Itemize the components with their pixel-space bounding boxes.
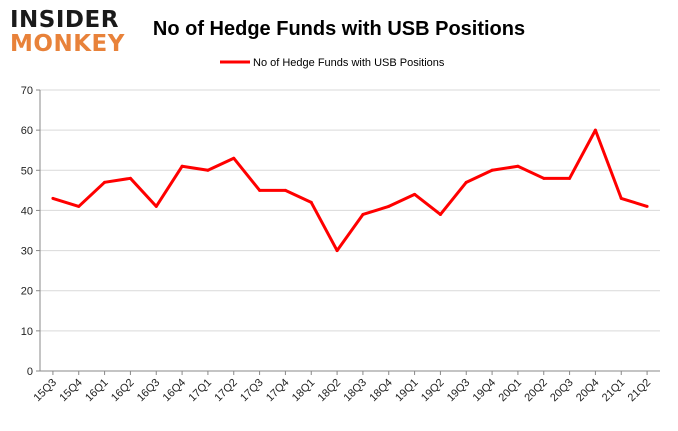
data-point — [387, 204, 391, 208]
data-point — [438, 212, 442, 216]
legend-label: No of Hedge Funds with USB Positions — [253, 57, 445, 69]
logo-line-2: MONKEY — [10, 31, 125, 57]
data-point — [180, 164, 184, 168]
chart-title: No of Hedge Funds with USB Positions — [153, 18, 525, 40]
x-tick-label: 16Q3 — [135, 377, 163, 405]
data-point — [568, 176, 572, 180]
data-point — [542, 176, 546, 180]
x-tick-label: 19Q1 — [393, 377, 421, 405]
x-tick-label: 17Q3 — [238, 377, 266, 405]
logo: INSIDER MONKEY — [10, 7, 125, 57]
x-tick-label: 18Q1 — [290, 377, 318, 405]
data-point — [361, 212, 365, 216]
x-axis-ticks: 15Q315Q416Q116Q216Q316Q417Q117Q217Q317Q4… — [32, 371, 654, 405]
data-point — [128, 176, 132, 180]
data-point — [645, 204, 649, 208]
y-tick-label: 10 — [21, 326, 33, 338]
data-point — [309, 200, 313, 204]
x-tick-label: 19Q2 — [419, 377, 447, 405]
series-line — [51, 128, 649, 253]
series-polyline — [52, 128, 648, 253]
data-point — [413, 192, 417, 196]
y-tick-label: 40 — [21, 205, 33, 217]
logo-line-1: INSIDER — [10, 7, 119, 33]
data-point — [516, 164, 520, 168]
x-tick-label: 20Q4 — [574, 377, 602, 405]
x-tick-label: 17Q1 — [187, 377, 215, 405]
x-tick-label: 16Q4 — [161, 377, 189, 405]
x-tick-label: 16Q2 — [109, 377, 137, 405]
x-tick-label: 17Q2 — [212, 377, 240, 405]
data-point — [619, 196, 623, 200]
data-point — [206, 168, 210, 172]
x-tick-label: 17Q4 — [264, 377, 292, 405]
x-tick-label: 15Q4 — [57, 377, 85, 405]
x-tick-label: 18Q3 — [342, 377, 370, 405]
y-tick-label: 20 — [21, 286, 33, 298]
y-tick-label: 70 — [21, 85, 33, 97]
data-point — [154, 204, 158, 208]
y-tick-label: 30 — [21, 246, 33, 258]
data-point — [51, 196, 55, 200]
data-point — [77, 204, 81, 208]
x-tick-label: 15Q3 — [32, 377, 60, 405]
y-tick-label: 50 — [21, 165, 33, 177]
data-point — [283, 188, 287, 192]
data-point — [490, 168, 494, 172]
data-point — [464, 180, 468, 184]
x-tick-label: 16Q1 — [83, 377, 111, 405]
y-tick-label: 60 — [21, 125, 33, 137]
x-tick-label: 18Q4 — [367, 377, 395, 405]
y-axis-ticks: 0 10 20 30 40 50 60 70 — [21, 85, 40, 378]
x-tick-label: 21Q2 — [626, 377, 654, 405]
legend: No of Hedge Funds with USB Positions — [220, 57, 445, 69]
data-point — [335, 249, 339, 253]
data-point — [232, 156, 236, 160]
y-tick-label: 0 — [27, 366, 33, 378]
x-tick-label: 20Q3 — [548, 377, 576, 405]
x-tick-label: 19Q4 — [471, 377, 499, 405]
grid-lines — [39, 89, 660, 372]
x-tick-label: 20Q2 — [522, 377, 550, 405]
x-tick-label: 21Q1 — [600, 377, 628, 405]
x-tick-label: 18Q2 — [316, 377, 344, 405]
data-point — [593, 128, 597, 132]
x-tick-label: 19Q3 — [445, 377, 473, 405]
x-tick-label: 20Q1 — [497, 377, 525, 405]
data-point — [103, 180, 107, 184]
data-point — [258, 188, 262, 192]
